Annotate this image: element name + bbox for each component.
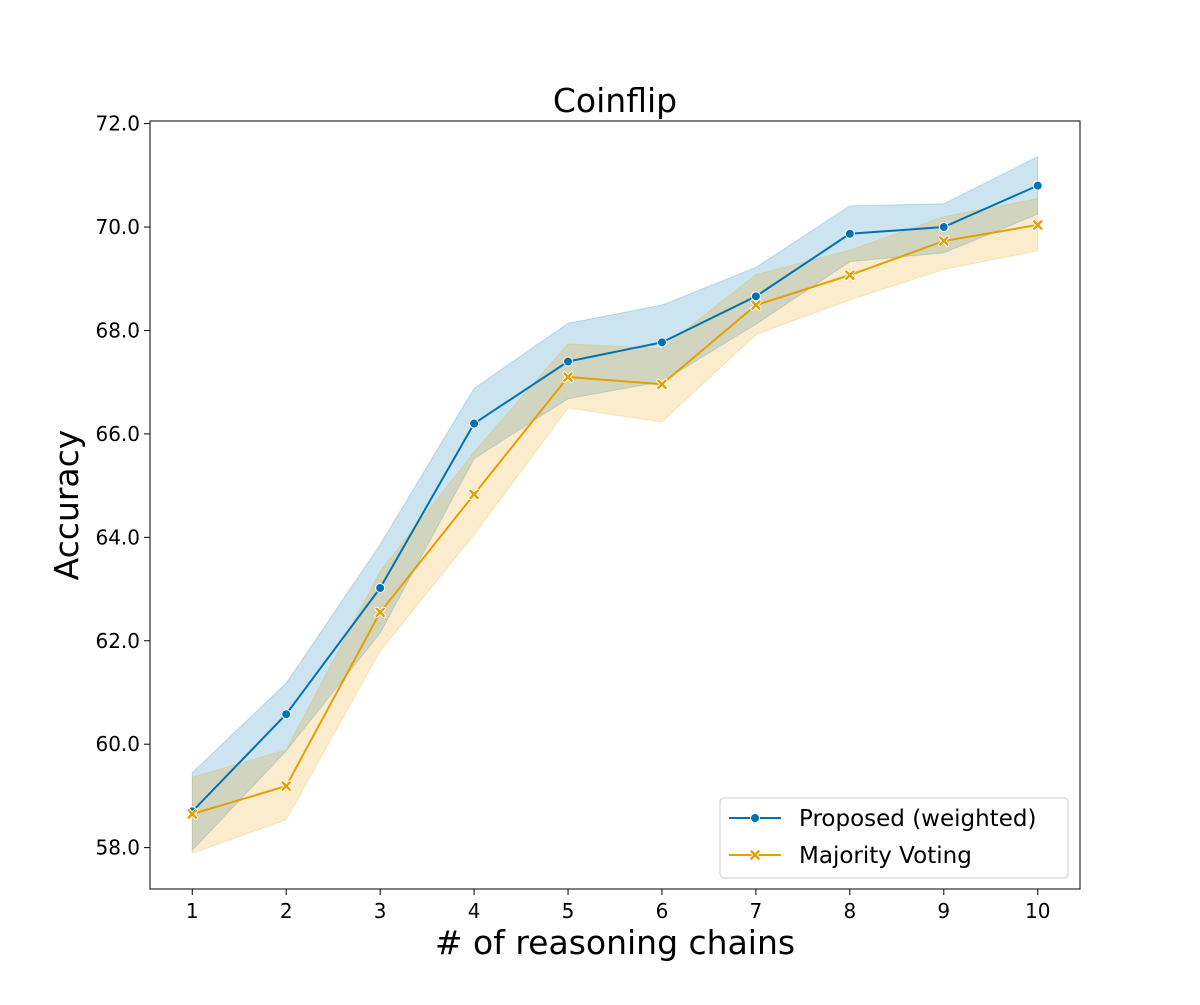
chart-title: Coinflip <box>553 81 677 120</box>
y-tick-label-72: 72.0 <box>95 112 140 136</box>
x-tick-label-9: 9 <box>937 899 950 923</box>
legend-entry-2: Majority Voting <box>729 843 972 869</box>
legend-label-1: Proposed (weighted) <box>799 806 1036 832</box>
x-tick-label-7: 7 <box>750 899 763 923</box>
series-lines <box>191 184 1039 815</box>
data-point-s2-10 <box>1032 219 1044 231</box>
axes: 1 2 3 4 5 6 7 8 9 10 58.0 60.0 62.0 64.0 66.0 68.0 70.0 7… <box>95 112 1081 923</box>
legend-label-2: Majority Voting <box>799 843 972 869</box>
x-tick-label-5: 5 <box>562 899 575 923</box>
legend-entry-1: Proposed (weighted) <box>729 806 1036 832</box>
series-line-1 <box>191 184 1039 813</box>
data-point-s2-7 <box>750 299 762 311</box>
y-tick-label-68: 68.0 <box>95 318 140 342</box>
series-line-2 <box>191 223 1038 815</box>
legend: Proposed (weighted) Majority Voting <box>719 797 1069 879</box>
data-point-s2-4 <box>468 488 480 501</box>
data-point-s1-5 <box>563 356 574 367</box>
data-point-s1-2 <box>281 709 292 720</box>
x-tick-label-10: 10 <box>1025 899 1050 923</box>
data-point-s1-4 <box>469 418 480 429</box>
y-tick-label-60: 60.0 <box>95 732 140 756</box>
data-point-s2-3 <box>374 606 386 619</box>
data-point-s2-8 <box>844 269 856 281</box>
x-tick-label-8: 8 <box>843 899 856 923</box>
legend-marker-2 <box>749 849 761 861</box>
data-point-s1-7 <box>750 291 761 302</box>
y-tick-label-64: 64.0 <box>95 525 140 549</box>
confidence-band-1 <box>191 155 1039 852</box>
x-tick-label-2: 2 <box>280 899 293 923</box>
legend-box <box>719 797 1069 879</box>
data-point-s1-6 <box>656 337 667 348</box>
data-point-s1-3 <box>375 583 386 594</box>
x-tick-label-4: 4 <box>468 899 481 923</box>
data-point-s1-9 <box>938 222 949 233</box>
y-tick-label-70: 70.0 <box>95 215 140 239</box>
data-point-s2-1 <box>186 808 198 820</box>
x-tick-label-1: 1 <box>186 899 199 923</box>
data-point-s2-6 <box>656 378 668 390</box>
y-tick-label-66: 66.0 <box>95 422 140 446</box>
y-axis-label: Accuracy <box>47 430 86 581</box>
y-tick-label-58: 58.0 <box>95 836 140 860</box>
plot-frame <box>149 120 1081 890</box>
data-point-s2-9 <box>938 235 950 247</box>
data-point-s1-10 <box>1032 180 1043 191</box>
series-markers <box>186 180 1044 820</box>
data-point-s1-8 <box>844 228 855 239</box>
data-point-s2-5 <box>562 371 574 383</box>
y-tick-label-62: 62.0 <box>95 629 140 653</box>
x-axis-label: # of reasoning chains <box>435 923 795 962</box>
x-tick-label-6: 6 <box>656 899 669 923</box>
legend-marker-1 <box>750 813 760 823</box>
data-point-s2-2 <box>280 780 292 792</box>
x-tick-label-3: 3 <box>374 899 387 923</box>
